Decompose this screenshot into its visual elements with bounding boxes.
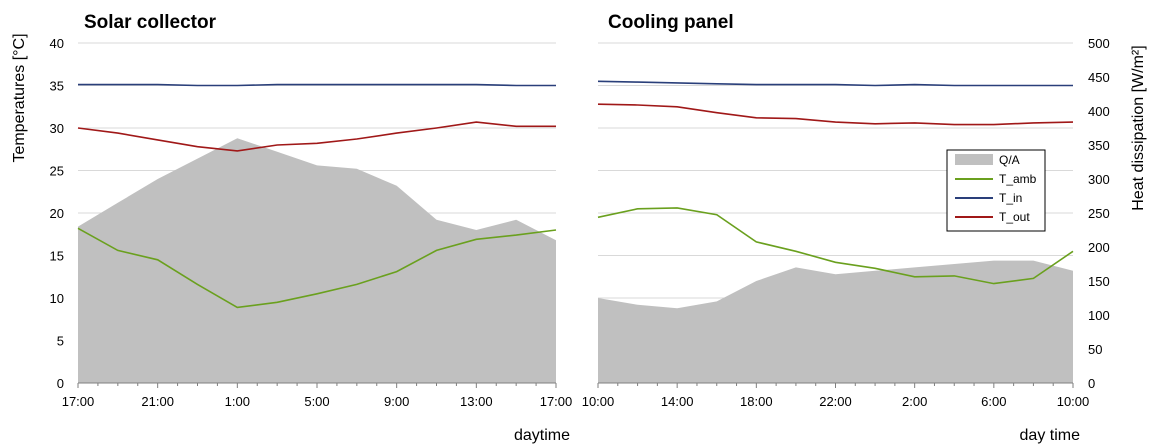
legend-label: T_out — [999, 210, 1030, 224]
y-tick-label: 5 — [57, 334, 64, 349]
series-line-t-out — [597, 103, 1074, 126]
y2-tick-label: 250 — [1088, 206, 1110, 221]
right-chart-title: Cooling panel — [608, 12, 734, 33]
x-tick-label: 5:00 — [304, 394, 329, 409]
y2-tick-label: 100 — [1088, 308, 1110, 323]
right-y-axis-label: Heat dissipation [W/m²] — [1130, 45, 1147, 210]
right-x-axis-label: day time — [1020, 427, 1081, 444]
x-tick-label: 9:00 — [384, 394, 409, 409]
legend-label: Q/A — [999, 153, 1020, 167]
y2-tick-label: 0 — [1088, 376, 1095, 391]
legend: Q/A T_amb T_in T_out — [946, 149, 1046, 232]
y-tick-label: 20 — [50, 206, 64, 221]
legend-item-t-amb: T_amb — [955, 172, 1037, 186]
x-tick-label: 18:00 — [740, 394, 773, 409]
series-line-t-amb — [597, 207, 1074, 285]
legend-item-q-a: Q/A — [955, 153, 1020, 167]
series-line-t-in — [597, 80, 1073, 87]
x-tick-label: 1:00 — [225, 394, 250, 409]
left-x-axis-label: daytime — [514, 427, 570, 444]
plot-panels: 17:00 21:00 1:00 5:00 9:00 13:00 17:00 0 5 10 15 20… — [50, 36, 1110, 409]
y-tick-label: 40 — [50, 36, 64, 51]
y2-tick-label: 500 — [1088, 36, 1110, 51]
y2-tick-label: 150 — [1088, 274, 1110, 289]
y-tick-label: 25 — [50, 164, 64, 179]
y2-tick-label: 350 — [1088, 138, 1110, 153]
x-tick-label: 6:00 — [981, 394, 1006, 409]
series-area-q-a — [78, 138, 556, 383]
y-tick-label: 30 — [50, 121, 64, 136]
x-tick-label: 10:00 — [582, 394, 615, 409]
x-tick-label: 17:00 — [62, 394, 95, 409]
y2-tick-label: 50 — [1088, 342, 1102, 357]
legend-swatch — [955, 154, 993, 165]
legend-item-t-in: T_in — [955, 191, 1022, 205]
left-y-axis-label: Temperatures [°C] — [11, 33, 28, 162]
series-line-t-out — [77, 121, 556, 152]
y2-tick-label: 200 — [1088, 240, 1110, 255]
x-tick-label: 21:00 — [141, 394, 174, 409]
x-tick-label: 14:00 — [661, 394, 694, 409]
x-tick-label: 2:00 — [902, 394, 927, 409]
legend-label: T_amb — [999, 172, 1037, 186]
y2-tick-label: 400 — [1088, 104, 1110, 119]
y-tick-label: 35 — [50, 79, 64, 94]
series-area-q-a — [598, 260, 1073, 383]
y-tick-label: 15 — [50, 249, 64, 264]
x-tick-label: 10:00 — [1057, 394, 1090, 409]
legend-label: T_in — [999, 191, 1022, 205]
series-line-t-amb — [77, 227, 557, 309]
y2-tick-label: 300 — [1088, 172, 1110, 187]
legend-item-t-out: T_out — [955, 210, 1030, 224]
y-tick-label: 10 — [50, 291, 64, 306]
x-tick-label: 17:00 — [540, 394, 573, 409]
left-chart-title: Solar collector — [84, 12, 217, 33]
series-line-t-in — [78, 83, 556, 87]
panel-1: 17:00 21:00 1:00 5:00 9:00 13:00 17:00 0 5 10 15 20… — [50, 36, 573, 409]
x-tick-label: 13:00 — [460, 394, 493, 409]
y2-tick-label: 450 — [1088, 70, 1110, 85]
y-tick-label: 0 — [57, 376, 64, 391]
x-tick-label: 22:00 — [819, 394, 852, 409]
panel-2: 10:00 14:00 18:00 22:00 2:00 6:00 10:00 0 50 100 1… — [582, 36, 1110, 409]
